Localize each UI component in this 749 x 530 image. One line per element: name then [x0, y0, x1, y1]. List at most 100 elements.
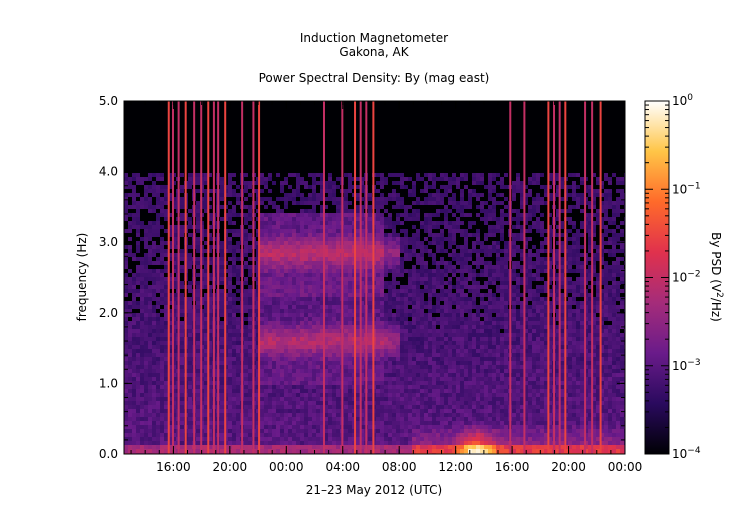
spectrogram-cell — [328, 233, 332, 237]
spectrogram-cell — [420, 301, 424, 305]
spectrogram-cell — [432, 261, 436, 265]
spectrogram-cell — [336, 209, 340, 213]
spectrogram-cell — [264, 253, 268, 257]
spectrogram-cell — [244, 409, 248, 413]
spectrogram-cell — [196, 385, 200, 389]
spectrogram-cell — [248, 337, 252, 341]
spectrogram-cell — [316, 217, 320, 221]
spectrogram-cell — [368, 289, 372, 293]
spectrogram-cell — [348, 317, 352, 321]
spectrogram-cell — [412, 273, 416, 277]
spectrogram-cell — [228, 193, 232, 197]
spectrogram-cell — [288, 305, 292, 309]
spectrogram-cell — [336, 249, 340, 253]
spectrogram-cell — [228, 353, 232, 357]
spectrogram-cell — [204, 249, 208, 253]
spectrogram-cell — [400, 273, 404, 277]
spectrogram-cell — [220, 337, 224, 341]
spectrogram-cell — [204, 341, 208, 345]
spectrogram-cell — [376, 221, 380, 225]
spectrogram-cell — [308, 293, 312, 297]
spectrogram-cell — [300, 353, 304, 357]
spectrogram-cell — [412, 321, 416, 325]
spectrogram-cell — [140, 377, 144, 381]
spectrogram-cell — [160, 425, 164, 429]
spectrogram-cell — [288, 285, 292, 289]
spectrogram-cell — [284, 397, 288, 401]
spectrogram-cell — [388, 389, 392, 393]
spectrogram-cell — [128, 281, 132, 285]
spectrogram-cell — [408, 385, 412, 389]
spectrogram-cell — [336, 273, 340, 277]
spectrogram-cell — [280, 197, 284, 201]
spectrogram-cell — [380, 201, 384, 205]
spectrogram-cell — [360, 325, 364, 329]
spectrogram-cell — [432, 309, 436, 313]
spectrogram-cell — [276, 217, 280, 221]
spectrogram-cell — [404, 245, 408, 249]
spectrogram-cell — [348, 253, 352, 257]
spectrogram-cell — [360, 341, 364, 345]
spectrogram-cell — [396, 365, 400, 369]
spectrogram-cell — [404, 433, 408, 437]
spectrogram-cell — [396, 353, 400, 357]
spectrogram-cell — [128, 277, 132, 281]
spectrogram-cell — [352, 353, 356, 357]
spectrogram-cell — [348, 377, 352, 381]
spectrogram-cell — [304, 365, 308, 369]
spectrogram-cell — [272, 405, 276, 409]
spectrogram-cell — [396, 417, 400, 421]
spectrogram-cell — [264, 405, 268, 409]
spectrogram-cell — [248, 421, 252, 425]
spectrogram-cell — [288, 433, 292, 437]
spectrogram-cell — [160, 257, 164, 261]
spectrogram-cell — [304, 269, 308, 273]
spectrogram-cell — [280, 349, 284, 353]
spectrogram-cell — [232, 353, 236, 357]
spectrogram-cell — [228, 289, 232, 293]
spectrogram-cell — [288, 381, 292, 385]
spectrogram-cell — [428, 381, 432, 385]
spectrogram-cell — [292, 341, 296, 345]
spectrogram-cell — [264, 393, 268, 397]
spectrogram-cell — [272, 373, 276, 377]
spectrogram-cell — [172, 425, 176, 429]
spectrogram-cell — [344, 341, 348, 345]
spectrogram-cell — [168, 233, 172, 237]
spectrogram-cell — [228, 409, 232, 413]
spectrogram-cell — [332, 285, 336, 289]
spectrogram-cell — [436, 373, 440, 377]
spectrogram-cell — [420, 177, 424, 181]
spectrogram-cell — [336, 385, 340, 389]
spectrogram-cell — [260, 341, 264, 345]
spectrogram-cell — [248, 333, 252, 337]
spectrogram-cell — [348, 361, 352, 365]
spectrogram-cell — [328, 373, 332, 377]
spectrogram-cell — [416, 377, 420, 381]
spectrogram-cell — [152, 405, 156, 409]
spectrogram-cell — [244, 405, 248, 409]
spectrogram-cell — [272, 441, 276, 445]
spectrogram-cell — [296, 417, 300, 421]
spectrogram-cell — [360, 305, 364, 309]
spectrogram-cell — [304, 353, 308, 357]
spectrogram-cell — [424, 429, 428, 433]
spectrogram-cell — [344, 273, 348, 277]
spectrogram-cell — [148, 201, 152, 205]
spectrogram-cell — [264, 445, 268, 449]
spectrogram-cell — [140, 305, 144, 309]
spectrogram-cell — [268, 249, 272, 253]
spectrogram-cell — [140, 341, 144, 345]
spectrogram-cell — [244, 301, 248, 305]
spectrogram-cell — [152, 229, 156, 233]
spectrogram-cell — [428, 333, 432, 337]
spectrogram-cell — [412, 425, 416, 429]
spectrogram-cell — [160, 397, 164, 401]
spectrogram-cell — [400, 441, 404, 445]
spectrogram-cell — [272, 341, 276, 345]
spectrogram-cell — [424, 433, 428, 437]
spectrogram-cell — [380, 349, 384, 353]
spectrogram-cell — [280, 413, 284, 417]
spectrogram-cell — [404, 185, 408, 189]
spectrogram-cell — [396, 201, 400, 205]
